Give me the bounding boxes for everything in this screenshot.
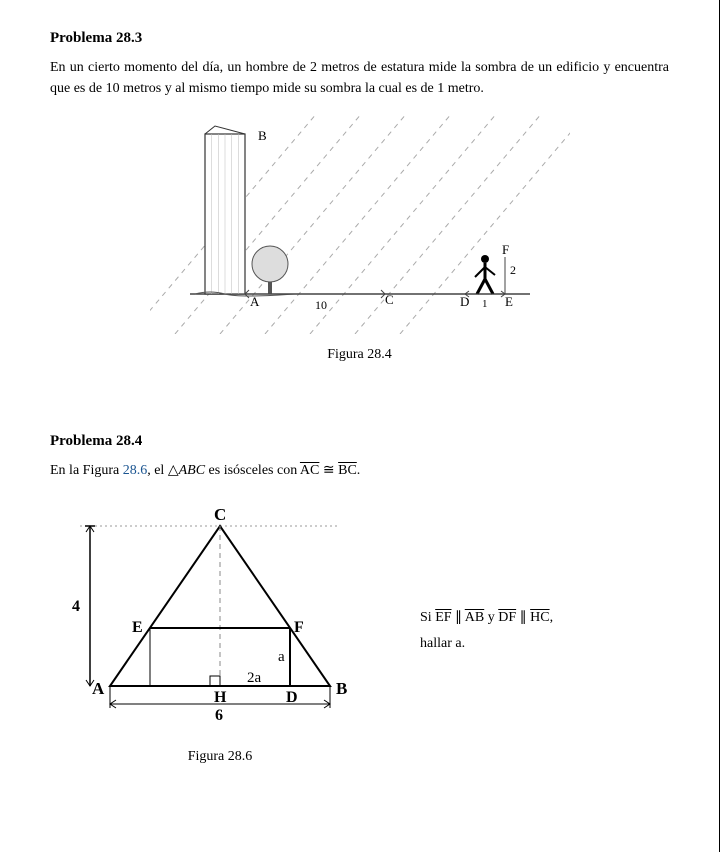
- svg-text:A: A: [250, 294, 260, 309]
- problem1-text: En un cierto momento del día, un hombre …: [50, 57, 669, 99]
- svg-text:C: C: [385, 292, 394, 307]
- page-container: Problema 28.3 En un cierto momento del d…: [0, 0, 720, 852]
- svg-text:2: 2: [510, 263, 516, 277]
- problem2-text: En la Figura 28.6, el △ABC es isósceles …: [50, 460, 669, 481]
- svg-text:F: F: [294, 619, 304, 636]
- problem2-row: 4 6 A B C H E F D 2a a Figura 28.6 Si EF ∥ AB y DF…: [50, 496, 669, 765]
- problem2-title: Problema 28.4: [50, 433, 669, 450]
- svg-text:1: 1: [482, 298, 488, 310]
- svg-text:10: 10: [315, 298, 327, 312]
- svg-text:H: H: [214, 689, 227, 706]
- problem1-title: Problema 28.3: [50, 30, 669, 47]
- svg-text:D: D: [286, 689, 298, 706]
- svg-text:E: E: [505, 294, 513, 309]
- svg-text:A: A: [92, 679, 105, 698]
- svg-text:2a: 2a: [247, 670, 262, 686]
- svg-text:a: a: [278, 649, 285, 665]
- svg-text:E: E: [132, 619, 143, 636]
- p2-prefix: En la Figura: [50, 463, 123, 478]
- svg-text:B: B: [258, 128, 267, 143]
- cond-line1: Si EF ∥ AB y DF ∥ HC,: [420, 605, 553, 630]
- p2-seg1: AC: [300, 463, 319, 478]
- figure1-svg: B A C D E F 10 2 1: [150, 114, 570, 334]
- cond-line2: hallar a.: [420, 631, 553, 656]
- figure2-svg: 4 6 A B C H E F D 2a a: [50, 496, 390, 736]
- figure1-container: B A C D E F 10 2 1 Figura 28.4: [50, 114, 669, 363]
- p2-cond: es isósceles con: [205, 463, 300, 478]
- problem2-conditions: Si EF ∥ AB y DF ∥ HC, hallar a.: [420, 605, 553, 655]
- figure2-caption: Figura 28.6: [50, 749, 390, 765]
- svg-text:B: B: [336, 679, 347, 698]
- svg-text:4: 4: [72, 598, 80, 615]
- svg-text:C: C: [214, 505, 226, 524]
- svg-text:6: 6: [215, 707, 223, 724]
- p2-figref: 28.6: [123, 463, 148, 478]
- p2-tri: ABC: [179, 463, 205, 478]
- figure1-caption: Figura 28.4: [50, 347, 669, 363]
- figure2-container: 4 6 A B C H E F D 2a a Figura 28.6: [50, 496, 390, 765]
- svg-text:D: D: [460, 294, 469, 309]
- p2-mid: , el △: [147, 463, 178, 478]
- svg-text:F: F: [502, 242, 509, 257]
- p2-seg2: BC: [338, 463, 357, 478]
